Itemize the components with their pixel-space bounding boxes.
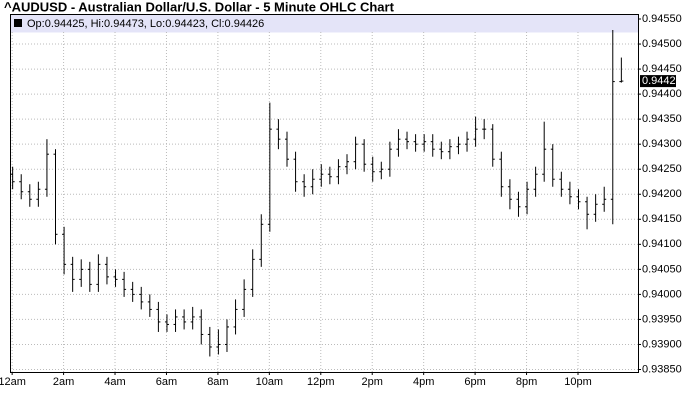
last-price-box bbox=[640, 75, 676, 88]
info-marker bbox=[14, 19, 22, 27]
y-tick-label: 0.94050 bbox=[642, 263, 682, 275]
x-tick-label: 10pm bbox=[564, 376, 592, 388]
x-tick-label: 4pm bbox=[413, 376, 434, 388]
y-tick-label: 0.93850 bbox=[642, 363, 682, 375]
y-tick-label: 0.94150 bbox=[642, 213, 682, 225]
last-price-label: 0.94426 bbox=[642, 75, 682, 87]
x-tick-label: 12am bbox=[0, 376, 26, 388]
x-tick-label: 4am bbox=[104, 376, 125, 388]
x-tick-label: 10am bbox=[256, 376, 284, 388]
y-tick-label: 0.94550 bbox=[642, 13, 682, 25]
y-tick-label: 0.94200 bbox=[642, 188, 682, 200]
y-tick-label: 0.94450 bbox=[642, 63, 682, 75]
y-tick-label: 0.94350 bbox=[642, 113, 682, 125]
x-tick-label: 2am bbox=[53, 376, 74, 388]
y-tick-label: 0.93950 bbox=[642, 313, 682, 325]
info-band bbox=[10, 14, 639, 33]
chart-title: ^AUDUSD - Australian Dollar/U.S. Dollar … bbox=[4, 0, 395, 14]
y-tick-label: 0.94100 bbox=[642, 238, 682, 250]
x-tick-label: 8pm bbox=[516, 376, 537, 388]
x-tick-label: 2pm bbox=[362, 376, 383, 388]
x-tick-label: 12pm bbox=[307, 376, 335, 388]
info-text: Op:0.94425, Hi:0.94473, Lo:0.94423, Cl:0… bbox=[27, 18, 264, 30]
y-tick-label: 0.94000 bbox=[642, 288, 682, 300]
x-tick-label: 8am bbox=[207, 376, 228, 388]
x-tick-label: 6am bbox=[156, 376, 177, 388]
y-tick-label: 0.93900 bbox=[642, 338, 682, 350]
y-tick-label: 0.94400 bbox=[642, 88, 682, 100]
y-tick-label: 0.94250 bbox=[642, 163, 682, 175]
x-tick-label: 6pm bbox=[464, 376, 485, 388]
y-tick-label: 0.94300 bbox=[642, 138, 682, 150]
y-tick-label: 0.94500 bbox=[642, 38, 682, 50]
plot-frame bbox=[10, 14, 639, 373]
